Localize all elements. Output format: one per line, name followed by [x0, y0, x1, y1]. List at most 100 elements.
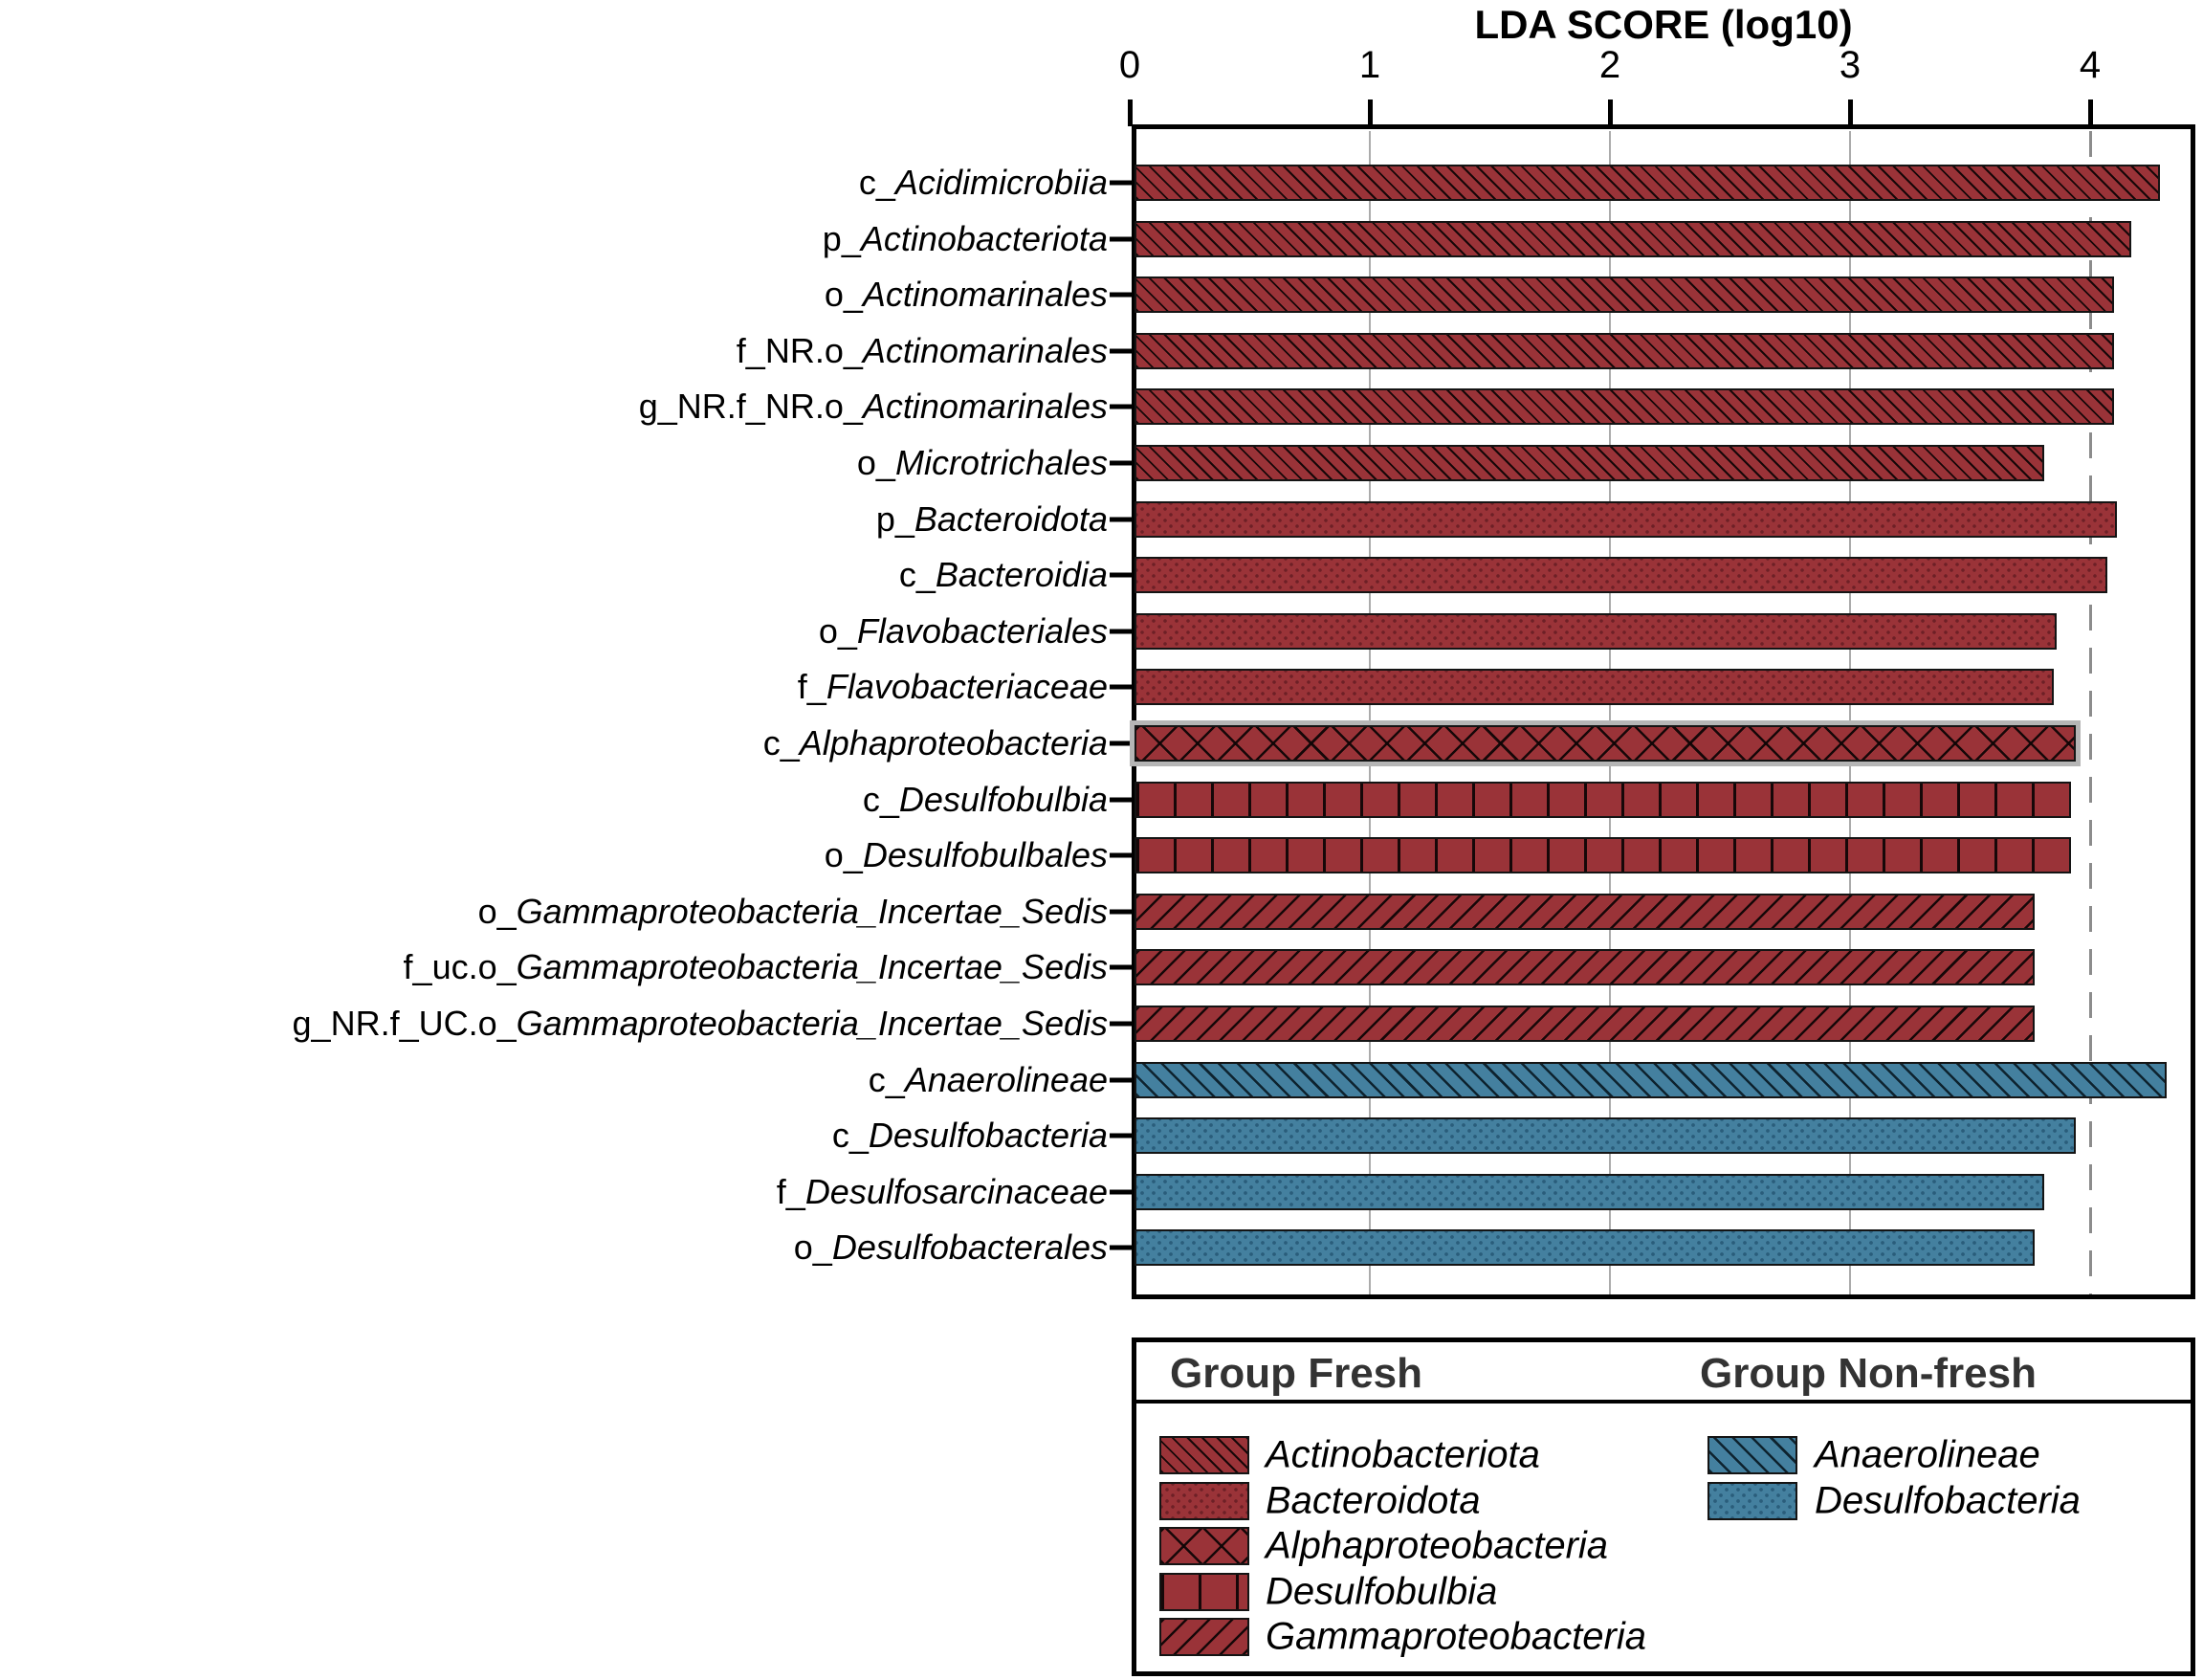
lda-bar-flavobacteriaceae — [1135, 669, 2054, 706]
taxon-rank-prefix: o_ — [477, 891, 517, 931]
x-axis-tick-mark — [2087, 99, 2093, 126]
y-axis-category-label: c_Bacteroidia — [899, 555, 1108, 595]
y-axis-tick-mark — [1110, 797, 1132, 803]
x-axis-tick-label: 3 — [1839, 44, 1862, 86]
y-axis-tick-mark — [1110, 1189, 1132, 1195]
taxon-rank-prefix: f_ — [797, 667, 826, 707]
y-axis-tick-mark — [1110, 236, 1132, 242]
y-axis-tick-mark — [1110, 909, 1132, 915]
taxon-rank-prefix: c_ — [762, 723, 800, 763]
taxon-name: Actinomarinales — [862, 330, 1108, 370]
legend-item-label: Desulfobacteria — [1815, 1479, 2081, 1521]
y-axis-tick-mark — [1110, 964, 1132, 970]
lda-bar-microtrichales — [1135, 445, 2044, 481]
y-axis-category-label: o_Desulfobulbales — [825, 835, 1108, 875]
y-axis-category-label: f_uc.o_Gammaproteobacteria_Incertae_Sedi… — [404, 947, 1108, 987]
legend-item-label: Alphaproteobacteria — [1266, 1524, 1609, 1567]
y-axis-category-label: c_Anaerolineae — [869, 1060, 1108, 1100]
legend-pattern-swatch-actinobacteriota — [1159, 1436, 1249, 1474]
lda-bar-desulfobacteria — [1135, 1117, 2076, 1155]
x-axis-tick-mark — [1127, 99, 1133, 126]
taxon-name: Bacteroidota — [914, 498, 1108, 539]
y-axis-category-label: p_Bacteroidota — [876, 499, 1108, 540]
taxon-rank-prefix: o_ — [824, 275, 863, 315]
legend-item-label: Bacteroidota — [1266, 1479, 1481, 1521]
lda-bar-desulfobulbia — [1135, 781, 2071, 818]
lda-bar-desulfobacterales — [1135, 1229, 2035, 1267]
lda-bar-gammaproteobacteria_incertae_sedis — [1135, 1006, 2035, 1042]
y-axis-tick-mark — [1110, 348, 1132, 354]
lda-bar-actinomarinales — [1135, 332, 2114, 369]
taxon-rank-prefix: o_ — [793, 1227, 832, 1268]
y-axis-category-label: c_Desulfobulbia — [863, 780, 1108, 820]
y-axis-tick-mark — [1110, 292, 1132, 298]
vertical-gridline — [1369, 131, 1371, 1294]
taxon-rank-prefix: o_ — [824, 835, 863, 875]
y-axis-category-label: c_Alphaproteobacteria — [763, 723, 1108, 763]
taxon-rank-prefix: c_ — [868, 1059, 905, 1099]
legend-group-header: Group Non-fresh — [1700, 1350, 2037, 1397]
x-axis-tick-mark — [1607, 99, 1613, 126]
y-axis-tick-mark — [1110, 1133, 1132, 1138]
y-axis-category-label: c_Desulfobacteria — [832, 1116, 1108, 1156]
y-axis-category-label: g_NR.f_UC.o_Gammaproteobacteria_Incertae… — [293, 1004, 1108, 1044]
y-axis-tick-mark — [1110, 572, 1132, 578]
lda-bar-gammaproteobacteria_incertae_sedis — [1135, 893, 2035, 930]
y-axis-tick-mark — [1110, 517, 1132, 522]
y-axis-tick-mark — [1110, 684, 1132, 690]
taxon-name: Actinomarinales — [862, 387, 1108, 427]
x-axis-tick-label: 4 — [2079, 44, 2102, 86]
legend-item-label: Anaerolineae — [1815, 1433, 2040, 1476]
lda-bar-bacteroidia — [1135, 557, 2107, 594]
taxon-name: Actinobacteriota — [860, 218, 1108, 258]
y-axis-tick-mark — [1110, 404, 1132, 409]
y-axis-tick-mark — [1110, 852, 1132, 858]
y-axis-category-label: f_Desulfosarcinaceae — [777, 1172, 1108, 1212]
legend-pattern-swatch-gammaproteobacteria — [1159, 1618, 1249, 1656]
legend-pattern-swatch-bacteroidota — [1159, 1481, 1249, 1520]
taxon-name: Desulfobacterales — [831, 1227, 1108, 1268]
y-axis-tick-mark — [1110, 741, 1132, 746]
y-axis-tick-mark — [1110, 629, 1132, 634]
y-axis-category-label: o_Flavobacteriales — [819, 611, 1108, 652]
y-axis-tick-mark — [1110, 460, 1132, 466]
taxon-name: Gammaproteobacteria_Incertae_Sedis — [516, 1004, 1108, 1043]
taxon-name: Desulfosarcinaceae — [804, 1171, 1108, 1211]
lda-bar-desulfosarcinaceae — [1135, 1173, 2044, 1210]
lda-bar-flavobacteriales — [1135, 612, 2057, 650]
taxon-rank-prefix: f_ — [776, 1171, 805, 1211]
lda-bar-actinobacteriota — [1135, 220, 2131, 257]
x-axis-tick-mark — [1847, 99, 1853, 126]
taxon-name: Desulfobacteria — [868, 1116, 1108, 1156]
y-axis-category-label: f_Flavobacteriaceae — [798, 667, 1108, 707]
taxon-name: Flavobacteriales — [856, 610, 1108, 651]
taxon-rank-prefix: g_NR.f_UC.o_ — [292, 1004, 517, 1043]
taxon-name: Bacteroidia — [935, 555, 1108, 595]
lda-bar-alphaproteobacteria — [1135, 725, 2076, 762]
taxon-rank-prefix: o_ — [856, 443, 895, 482]
taxon-name: Anaerolineae — [904, 1059, 1108, 1099]
taxon-rank-prefix: f_NR.o_ — [736, 330, 863, 370]
legend-item-label: Actinobacteriota — [1266, 1433, 1540, 1476]
lda-bar-actinomarinales — [1135, 276, 2114, 314]
y-axis-category-label: g_NR.f_NR.o_Actinomarinales — [639, 387, 1108, 427]
legend-pattern-swatch-desulfobacteria — [1707, 1481, 1797, 1520]
vertical-gridline — [1849, 131, 1851, 1294]
taxon-name: Gammaproteobacteria_Incertae_Sedis — [516, 891, 1108, 931]
y-axis-tick-mark — [1110, 180, 1132, 186]
y-axis-tick-mark — [1110, 1077, 1132, 1083]
x-axis-tick-mark — [1367, 99, 1373, 126]
taxon-name: Flavobacteriaceae — [826, 667, 1108, 707]
y-axis-category-label: o_Microtrichales — [857, 443, 1108, 483]
taxon-rank-prefix: p_ — [875, 498, 914, 539]
lda-bar-bacteroidota — [1135, 500, 2117, 538]
x-axis-tick-label: 1 — [1358, 44, 1381, 86]
lda-bar-desulfobulbales — [1135, 837, 2071, 874]
taxon-rank-prefix: p_ — [822, 218, 861, 258]
taxon-name: Desulfobulbales — [862, 835, 1108, 875]
y-axis-category-label: o_Gammaproteobacteria_Incertae_Sedis — [478, 892, 1108, 932]
legend-pattern-swatch-alphaproteobacteria — [1159, 1527, 1249, 1565]
taxon-name: Gammaproteobacteria_Incertae_Sedis — [516, 947, 1108, 987]
vertical-gridline — [1609, 131, 1611, 1294]
